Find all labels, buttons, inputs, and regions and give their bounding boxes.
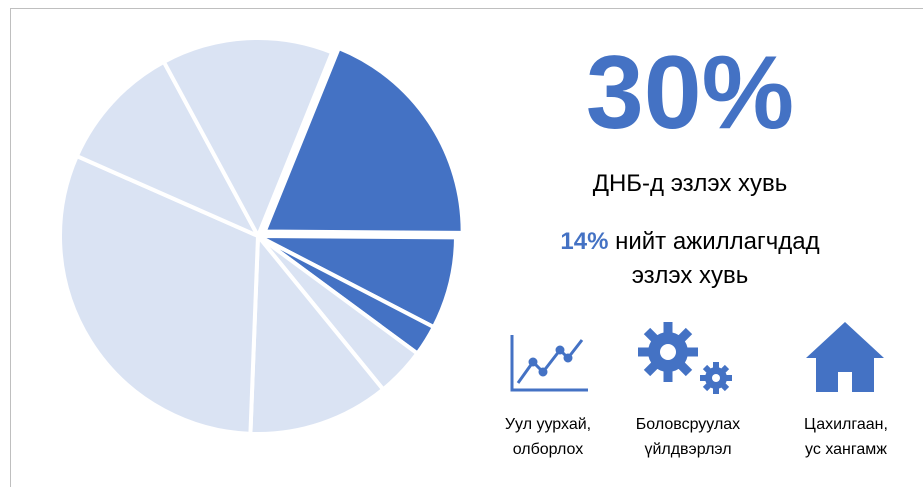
item-label: Цахилгаан, ус хангамж — [804, 416, 888, 458]
pie-slice — [262, 45, 465, 235]
gears-icon — [638, 322, 732, 394]
stat-value: 14% — [560, 228, 609, 255]
item-label: Боловсруулах үйлдвэрлэл — [635, 416, 741, 458]
item-label: Уул уурхай, олборлох — [504, 416, 592, 458]
pie-chart — [58, 36, 465, 436]
frame — [10, 8, 923, 487]
headline-value: 30% — [585, 35, 795, 151]
house-icon — [806, 322, 884, 392]
pie-slice — [248, 234, 386, 436]
stat-line: 14% нийт ажиллагчдад — [540, 228, 840, 256]
pie-slice — [58, 154, 260, 436]
stat-text: нийт ажиллагчдад — [615, 228, 820, 255]
headline-caption: ДНБ-д эзлэх хувь — [592, 170, 788, 197]
pie-slice — [74, 59, 260, 238]
stat-text-2: эзлэх хувь — [631, 262, 749, 289]
pie-slice — [161, 36, 335, 238]
chart-icon — [510, 335, 588, 392]
